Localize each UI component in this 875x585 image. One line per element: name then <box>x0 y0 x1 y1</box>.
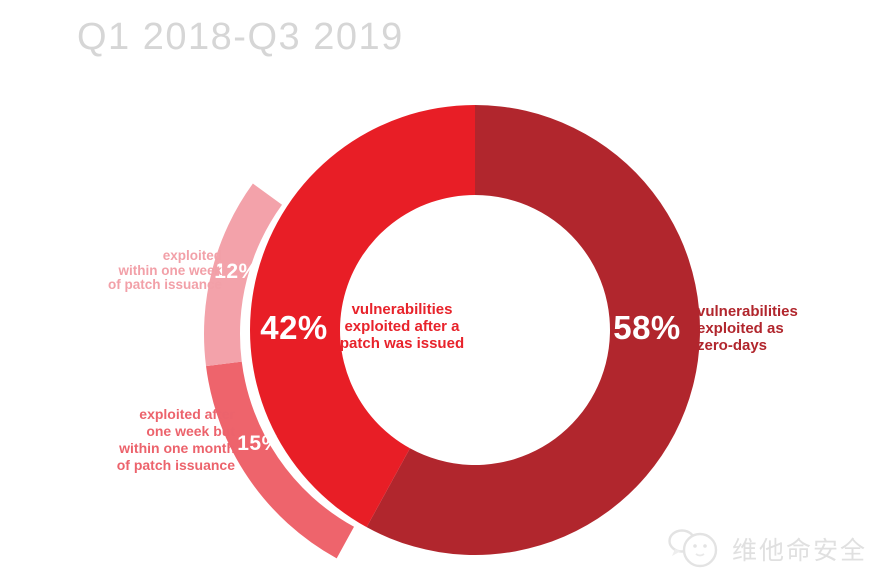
chart-title: Q1 2018-Q3 2019 <box>77 16 404 58</box>
sub-arc-within-one-month <box>206 361 355 559</box>
annotation-one-week: exploited within one week of patch issua… <box>107 248 222 293</box>
donut-segment-after-patch <box>250 105 475 528</box>
sub-arc-within-one-week <box>204 183 283 367</box>
annotation-one-month: exploited after one week but within one … <box>116 406 235 474</box>
pct-label-one-month: 15% <box>237 432 281 455</box>
pct-label-after-patch: 42% <box>260 309 328 346</box>
pct-label-one-week: 12% <box>214 260 258 283</box>
watermark: 维他命安全 <box>667 526 867 572</box>
annotation-after-patch: vulnerabilities exploited after a patch … <box>339 301 465 352</box>
watermark-text: 维他命安全 <box>731 537 867 565</box>
annotation-zero-days: vulnerabilities exploited as zero-days <box>697 303 798 354</box>
donut-segment-zero-days <box>366 105 701 555</box>
watermark-mascot-icon <box>668 529 718 568</box>
pct-label-zero-days: 58% <box>613 309 681 346</box>
